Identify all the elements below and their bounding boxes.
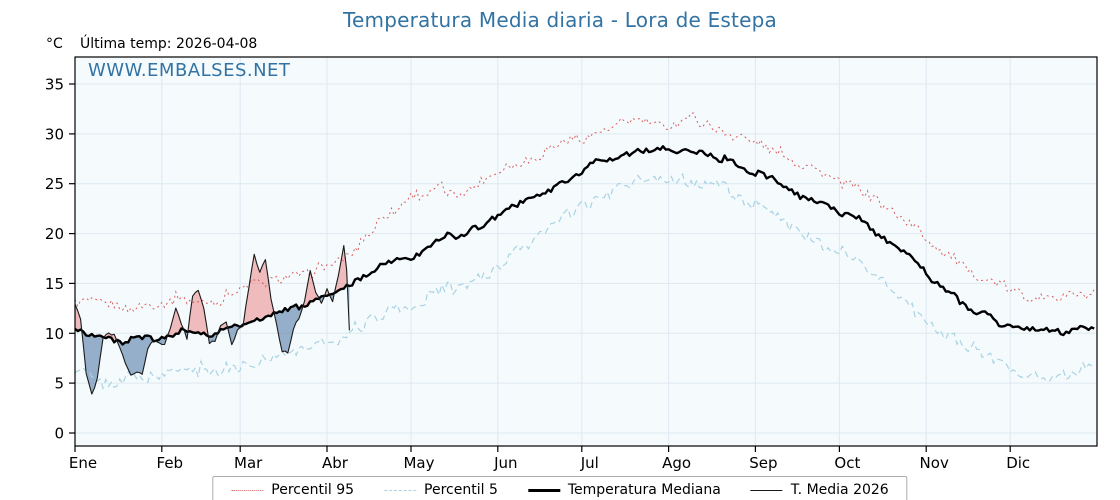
legend-item-percentil-5: Percentil 5 xyxy=(384,482,498,498)
legend-label-mediana: Temperatura Mediana xyxy=(567,482,721,498)
watermark: WWW.EMBALSES.NET xyxy=(88,60,291,81)
svg-text:Oct: Oct xyxy=(834,454,860,472)
svg-text:5: 5 xyxy=(54,375,64,393)
percentil-95-line-icon xyxy=(231,489,264,491)
legend-label-percentil-95: Percentil 95 xyxy=(271,482,355,498)
svg-text:Ago: Ago xyxy=(662,454,691,472)
percentil-5-line-icon xyxy=(384,489,417,491)
svg-text:Abr: Abr xyxy=(322,454,349,472)
temperatura-mediana-line-icon xyxy=(527,488,560,492)
svg-text:Mar: Mar xyxy=(234,454,263,472)
svg-text:25: 25 xyxy=(45,175,64,193)
svg-text:20: 20 xyxy=(45,225,64,243)
legend-item-t-media-2026: T. Media 2026 xyxy=(750,482,889,498)
svg-text:Nov: Nov xyxy=(920,454,949,472)
legend-label-percentil-5: Percentil 5 xyxy=(424,482,498,498)
last-temp-label: Última temp: 2026-04-08 xyxy=(80,36,258,52)
svg-text:15: 15 xyxy=(45,275,64,293)
svg-text:Feb: Feb xyxy=(157,454,184,472)
svg-text:May: May xyxy=(403,454,434,472)
svg-text:Sep: Sep xyxy=(749,454,777,472)
svg-text:10: 10 xyxy=(45,325,64,343)
svg-text:Dic: Dic xyxy=(1006,454,1030,472)
svg-text:Ene: Ene xyxy=(69,454,97,472)
svg-text:30: 30 xyxy=(45,125,64,143)
unit-label: °C xyxy=(46,36,63,52)
svg-text:Jun: Jun xyxy=(493,454,517,472)
svg-text:Jul: Jul xyxy=(580,454,599,472)
svg-text:35: 35 xyxy=(45,76,64,94)
svg-text:0: 0 xyxy=(54,425,64,443)
legend-item-mediana: Temperatura Mediana xyxy=(527,482,721,498)
chart-title: Temperatura Media diaria - Lora de Estep… xyxy=(343,8,777,32)
legend: Percentil 95 Percentil 5 Temperatura Med… xyxy=(212,476,908,500)
legend-item-percentil-95: Percentil 95 xyxy=(231,482,354,498)
legend-label-t-media-2026: T. Media 2026 xyxy=(790,482,889,498)
t-media-2026-line-icon xyxy=(750,489,783,491)
